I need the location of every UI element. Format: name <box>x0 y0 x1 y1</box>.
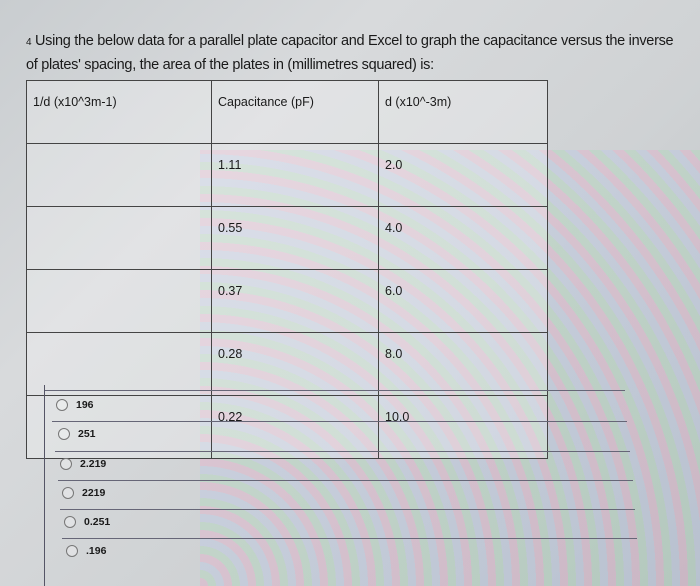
option-2-219[interactable]: 2.219 <box>60 458 106 470</box>
table-row: 0.22 10.0 <box>26 395 548 459</box>
option-label: 196 <box>76 399 94 411</box>
divider <box>60 509 635 510</box>
option-0-251[interactable]: 0.251 <box>64 516 110 528</box>
cell <box>26 206 212 270</box>
divider <box>55 451 630 452</box>
divider <box>52 421 627 422</box>
cell <box>26 269 212 333</box>
header-inverse-d: 1/d (x10^3m-1) <box>26 80 212 144</box>
radio-icon[interactable] <box>58 428 70 440</box>
cell: 0.55 <box>211 206 379 270</box>
cell: 6.0 <box>378 269 548 333</box>
cell: 0.22 <box>211 395 379 459</box>
data-table: 1/d (x10^3m-1) Capacitance (pF) d (x10^-… <box>26 80 548 459</box>
question-body: Using the below data for a parallel plat… <box>26 33 674 73</box>
cell <box>26 395 212 459</box>
radio-icon[interactable] <box>56 399 68 411</box>
option-label: 251 <box>78 428 96 440</box>
table-row: 0.28 8.0 <box>26 332 548 396</box>
question-text: 4 Using the below data for a parallel pl… <box>26 30 676 76</box>
cell: 8.0 <box>378 332 548 396</box>
table-header-row: 1/d (x10^3m-1) Capacitance (pF) d (x10^-… <box>26 80 548 144</box>
cell: 2.0 <box>378 143 548 207</box>
radio-icon[interactable] <box>64 516 76 528</box>
options-border <box>44 385 45 586</box>
table-row: 1.11 2.0 <box>26 143 548 207</box>
question-number: 4 <box>26 37 32 48</box>
option-251[interactable]: 251 <box>58 428 96 440</box>
radio-icon[interactable] <box>66 545 78 557</box>
divider <box>45 390 625 391</box>
divider <box>62 538 637 539</box>
header-d: d (x10^-3m) <box>378 80 548 144</box>
option-label: 2219 <box>82 487 106 499</box>
option-label: 2.219 <box>80 458 107 470</box>
option-label: 0.251 <box>84 516 111 528</box>
option-2219[interactable]: 2219 <box>62 487 105 499</box>
table-row: 0.37 6.0 <box>26 269 548 333</box>
cell <box>26 143 212 207</box>
cell: 1.11 <box>211 143 379 207</box>
cell: 0.37 <box>211 269 379 333</box>
option-point-196[interactable]: .196 <box>66 545 106 557</box>
cell: 4.0 <box>378 206 548 270</box>
radio-icon[interactable] <box>62 487 74 499</box>
divider <box>58 480 633 481</box>
option-label: .196 <box>86 545 107 557</box>
header-capacitance: Capacitance (pF) <box>211 80 379 144</box>
cell <box>26 332 212 396</box>
table-row: 0.55 4.0 <box>26 206 548 270</box>
cell: 10.0 <box>378 395 548 459</box>
cell: 0.28 <box>211 332 379 396</box>
option-196[interactable]: 196 <box>56 399 94 411</box>
radio-icon[interactable] <box>60 458 72 470</box>
